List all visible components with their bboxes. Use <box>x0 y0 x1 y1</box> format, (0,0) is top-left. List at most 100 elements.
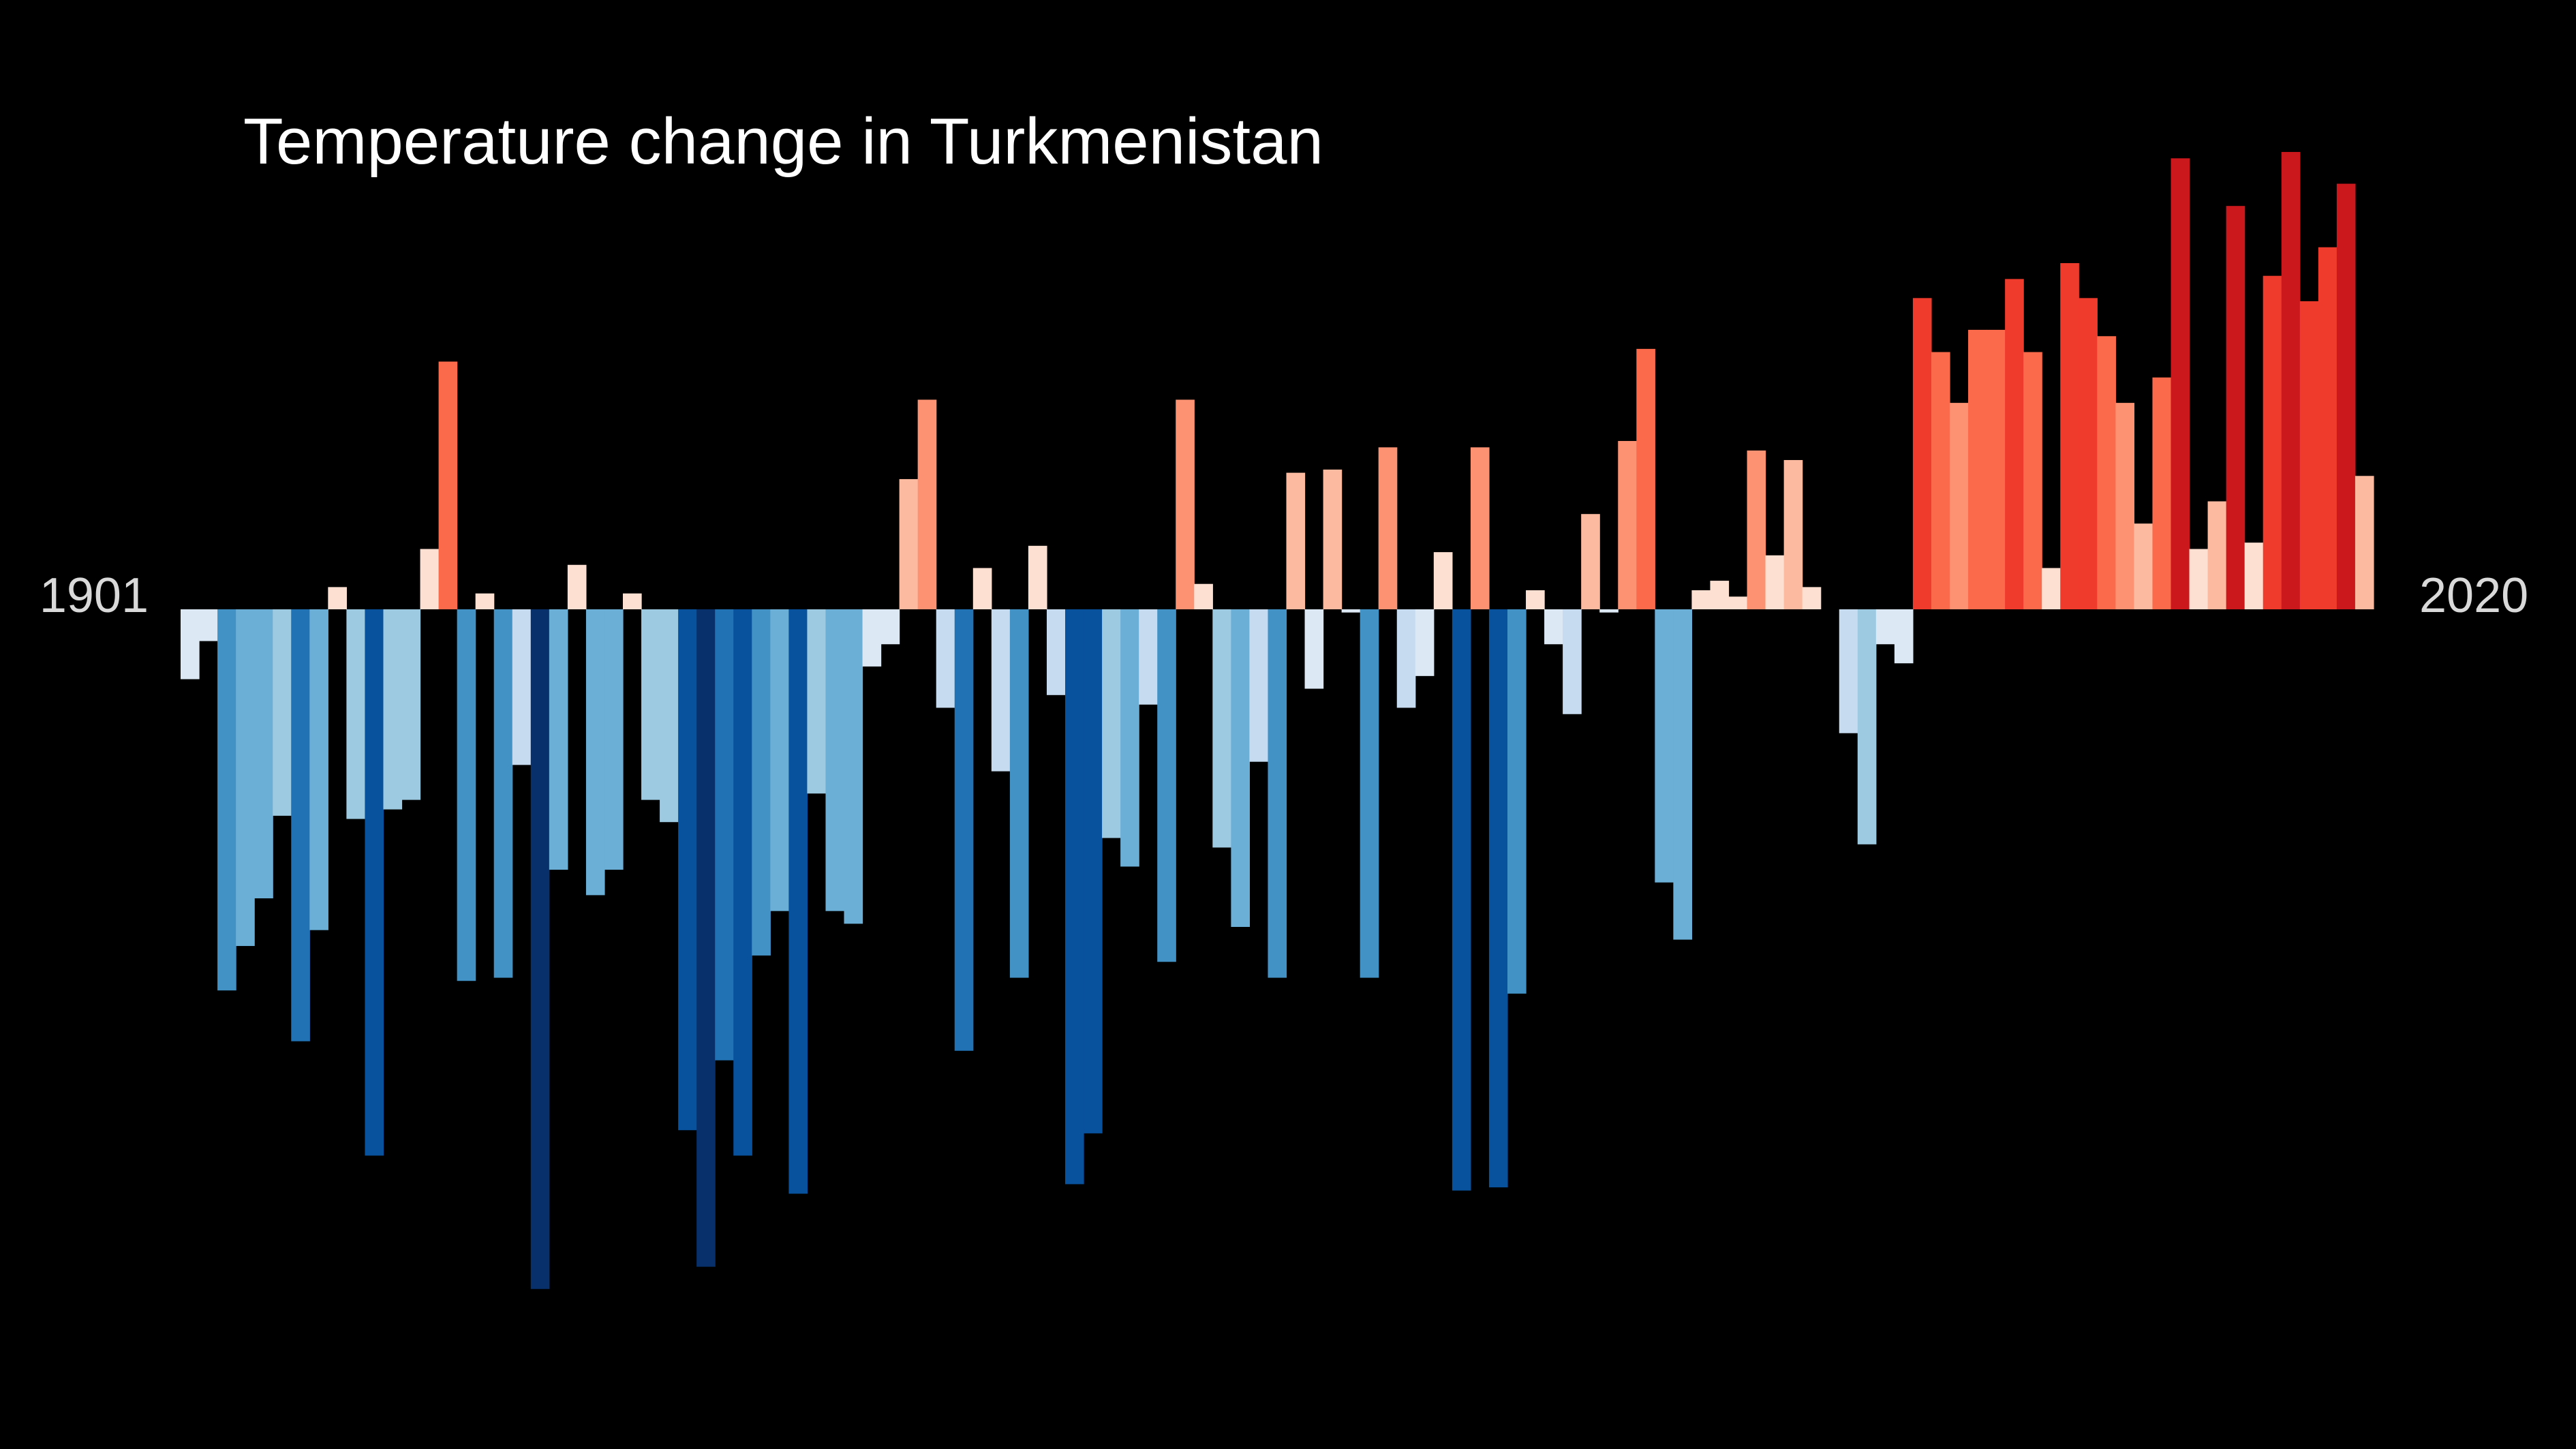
bar-1982 <box>1673 609 1693 940</box>
bar-1976 <box>1563 609 1582 714</box>
bar-2010 <box>2189 549 2209 609</box>
bar-1995 <box>1912 298 1932 609</box>
bar-1920 <box>530 609 550 1290</box>
bar-1918 <box>493 609 513 978</box>
bar-1969 <box>1433 552 1453 609</box>
bar-1914 <box>420 549 440 609</box>
bar-1901 <box>181 609 200 680</box>
bar-1931 <box>733 609 752 1156</box>
bar-2018 <box>2336 183 2356 609</box>
bar-2006 <box>2115 403 2135 609</box>
bar-1971 <box>1470 447 1490 609</box>
bar-1910 <box>346 609 366 819</box>
bar-1966 <box>1378 447 1398 609</box>
bar-1940 <box>899 478 919 609</box>
bar-2017 <box>2318 247 2337 609</box>
bar-1916 <box>457 609 476 981</box>
bar-1963 <box>1323 469 1343 609</box>
bar-2019 <box>2355 476 2374 609</box>
bar-2015 <box>2281 151 2301 609</box>
bar-1952 <box>1120 609 1139 867</box>
bar-1915 <box>438 361 458 609</box>
bar-1946 <box>1009 609 1029 978</box>
bar-1906 <box>273 609 292 816</box>
bar-1908 <box>309 609 328 930</box>
bar-1943 <box>954 609 974 1051</box>
bar-1950 <box>1084 609 1103 1133</box>
bar-1959 <box>1249 609 1269 762</box>
bar-1987 <box>1765 555 1785 609</box>
chart-title: Temperature change in Turkmenistan <box>243 105 1323 178</box>
bar-1970 <box>1452 609 1471 1191</box>
bar-1953 <box>1139 609 1158 705</box>
bar-2012 <box>2226 206 2245 609</box>
bar-1936 <box>825 609 845 911</box>
bar-2014 <box>2263 275 2282 609</box>
bar-1938 <box>862 609 882 667</box>
bar-2002 <box>2042 568 2061 609</box>
bar-1978 <box>1599 609 1619 613</box>
bar-1903 <box>217 609 236 991</box>
bar-1939 <box>880 609 900 645</box>
bar-1964 <box>1341 609 1361 613</box>
bar-2001 <box>2023 352 2042 609</box>
bar-2003 <box>2060 263 2079 609</box>
bar-1993 <box>1875 609 1895 645</box>
bar-2009 <box>2171 158 2190 609</box>
bar-1941 <box>917 399 937 609</box>
bar-1948 <box>1046 609 1066 695</box>
bar-2008 <box>2152 377 2172 609</box>
bar-1996 <box>1931 352 1950 609</box>
bar-1998 <box>1968 329 1987 609</box>
bar-1911 <box>365 609 384 1156</box>
bar-2004 <box>2079 298 2098 609</box>
bar-1909 <box>328 587 347 609</box>
bar-2007 <box>2134 523 2153 609</box>
bar-1951 <box>1102 609 1121 838</box>
bar-1967 <box>1396 609 1416 708</box>
bar-1983 <box>1691 590 1711 609</box>
bar-1921 <box>549 609 568 870</box>
bar-1984 <box>1710 581 1730 609</box>
bar-1980 <box>1636 348 1655 609</box>
bar-1986 <box>1747 451 1766 609</box>
bar-2016 <box>2299 301 2319 609</box>
bar-1994 <box>1894 609 1914 664</box>
bar-1907 <box>291 609 310 1041</box>
bar-1960 <box>1268 609 1287 978</box>
bar-1932 <box>752 609 771 956</box>
bar-1985 <box>1728 596 1748 609</box>
bar-1989 <box>1802 587 1822 609</box>
bar-1912 <box>383 609 403 810</box>
bar-1988 <box>1783 459 1803 609</box>
bar-1999 <box>1987 329 2006 609</box>
bar-2000 <box>2005 279 2024 609</box>
bar-1962 <box>1304 609 1324 689</box>
bar-1957 <box>1212 609 1231 848</box>
bar-2011 <box>2207 501 2227 609</box>
bar-1958 <box>1231 609 1251 927</box>
bar-1991 <box>1839 609 1858 733</box>
bar-1935 <box>807 609 827 794</box>
bar-1902 <box>199 609 218 641</box>
bar-1979 <box>1618 441 1637 609</box>
bar-1923 <box>585 609 605 896</box>
bar-1942 <box>936 609 955 708</box>
bar-1973 <box>1507 609 1527 994</box>
bar-1937 <box>844 609 863 924</box>
bar-1944 <box>972 568 992 609</box>
bars-group <box>181 151 2374 1290</box>
bar-1981 <box>1655 609 1674 883</box>
start-year-label: 1901 <box>40 568 149 623</box>
bar-1947 <box>1028 545 1047 609</box>
bar-1929 <box>696 609 716 1267</box>
bar-1977 <box>1581 514 1600 609</box>
bar-1919 <box>512 609 532 765</box>
bar-1930 <box>715 609 734 1061</box>
bar-1956 <box>1194 583 1213 609</box>
bar-1904 <box>236 609 255 946</box>
bar-1934 <box>788 609 808 1194</box>
